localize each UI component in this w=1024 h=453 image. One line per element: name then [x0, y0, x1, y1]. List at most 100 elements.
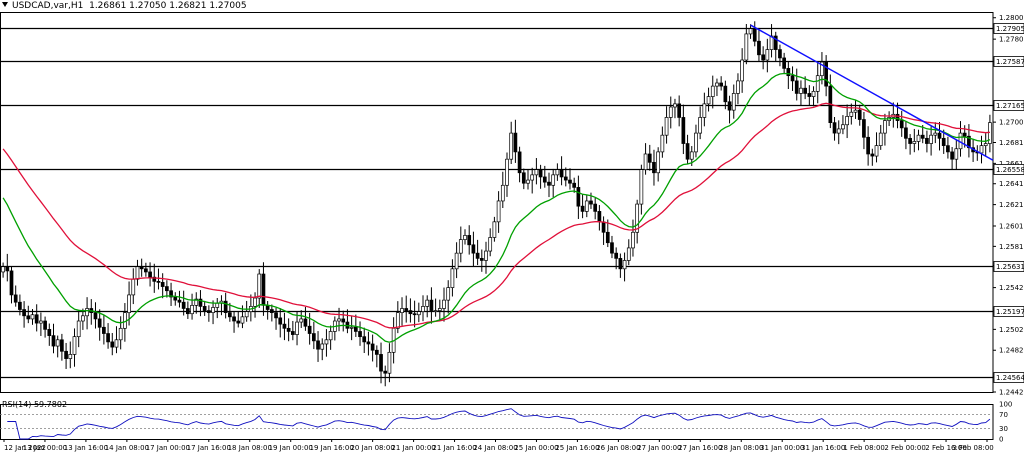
candle-body [30, 314, 35, 320]
symbol-label: USDCAD,var,H1 [12, 1, 84, 11]
candle-body [635, 203, 640, 233]
level-price-label: 1.25197 [996, 308, 1024, 316]
candle-body [509, 132, 514, 160]
candle-body [719, 82, 724, 87]
candle-body [941, 137, 946, 146]
candle-body [803, 87, 807, 94]
candle-body [202, 306, 207, 311]
candle-body [165, 286, 169, 292]
main-pane-frame [0, 12, 994, 393]
x-tick-label: 17 Jan 16:00 [187, 444, 231, 452]
candle-body [13, 294, 18, 303]
y-tick-label: 1.25420 [999, 284, 1024, 292]
candle-body [954, 148, 959, 160]
y-tick-label: 1.27800 [999, 36, 1024, 44]
level-price-label: 1.25631 [996, 263, 1024, 271]
dropdown-triangle-icon[interactable] [2, 2, 8, 7]
rsi-tick-label: 70 [999, 411, 1008, 419]
candle-body [614, 252, 619, 259]
candle-body [736, 80, 740, 94]
rsi-line [7, 408, 991, 440]
candle-body [883, 120, 887, 134]
candle-body [72, 336, 77, 355]
candle-body [93, 312, 98, 320]
candle-body [34, 314, 39, 324]
candle-body [862, 119, 866, 138]
candle-body [186, 308, 190, 315]
candle-body [496, 200, 501, 223]
candle-body [395, 312, 400, 329]
trendline[interactable] [750, 24, 994, 161]
candle-body [450, 268, 455, 288]
candle-body [64, 350, 68, 359]
candle-body [55, 339, 60, 347]
candle-body [912, 141, 917, 144]
candle-body [211, 307, 215, 314]
candle-body [740, 59, 745, 82]
candle-body [815, 75, 820, 92]
ma-slow-line [2, 102, 990, 329]
candle-body [282, 323, 287, 329]
candle-body [836, 128, 841, 134]
candle-body [114, 339, 119, 348]
candle-body [517, 151, 522, 174]
candle-body [946, 145, 950, 153]
y-tick-label: 1.28005 [999, 14, 1024, 22]
candle-body [442, 299, 446, 309]
ohlc-readout: 1.26861 1.27050 1.26821 1.27005 [89, 1, 247, 11]
x-tick-label: 1 Feb 08:00 [843, 444, 884, 452]
candle-body [702, 103, 707, 118]
candle-body [43, 320, 47, 330]
x-tick-label: 18 Jan 08:00 [228, 444, 272, 452]
y-tick-label: 1.26215 [999, 201, 1024, 209]
candle-body [988, 122, 992, 144]
candle-body [60, 339, 64, 352]
level-price-box [993, 56, 1024, 67]
candle-body [257, 273, 262, 299]
candle-body [374, 349, 379, 355]
candle-body [320, 343, 325, 350]
candle-body [26, 315, 31, 320]
candle-body [261, 273, 266, 306]
candle-body [148, 271, 152, 278]
candle-body [513, 132, 518, 153]
level-price-label: 1.24564 [996, 374, 1024, 382]
x-tick-label: 25 Jan 16:00 [555, 444, 599, 452]
candle-body [500, 184, 505, 202]
level-price-box [993, 100, 1024, 111]
candle-body [290, 331, 295, 335]
candle-body [866, 136, 870, 155]
candle-body [849, 111, 854, 117]
candle-body [622, 260, 627, 270]
level-price-label: 1.26558 [996, 166, 1024, 174]
candle-body [807, 93, 812, 97]
candle-body [51, 335, 56, 347]
candle-body [857, 109, 862, 120]
candle-body [664, 117, 669, 136]
candle-body [484, 250, 488, 261]
candle-body [299, 318, 304, 323]
candle-body [929, 134, 933, 144]
candle-body [710, 85, 715, 97]
candle-body [534, 169, 539, 176]
candle-body [1, 266, 5, 273]
candle-body [416, 311, 421, 316]
candle-body [156, 280, 161, 283]
candle-body [286, 327, 291, 332]
candle-body [752, 28, 757, 42]
candle-body [555, 169, 560, 176]
candle-body [908, 137, 912, 144]
candle-body [295, 321, 299, 335]
candle-body [9, 270, 14, 296]
candle-body [85, 308, 89, 317]
level-price-box [993, 164, 1024, 175]
candle-body [421, 306, 425, 312]
candle-body [576, 187, 581, 207]
candle-body [379, 354, 383, 372]
candle-body [303, 318, 308, 327]
candle-body [631, 231, 635, 249]
candle-body [916, 134, 921, 142]
candle-body [794, 80, 799, 94]
x-tick-label: 2 Feb 00:00 [884, 444, 925, 452]
